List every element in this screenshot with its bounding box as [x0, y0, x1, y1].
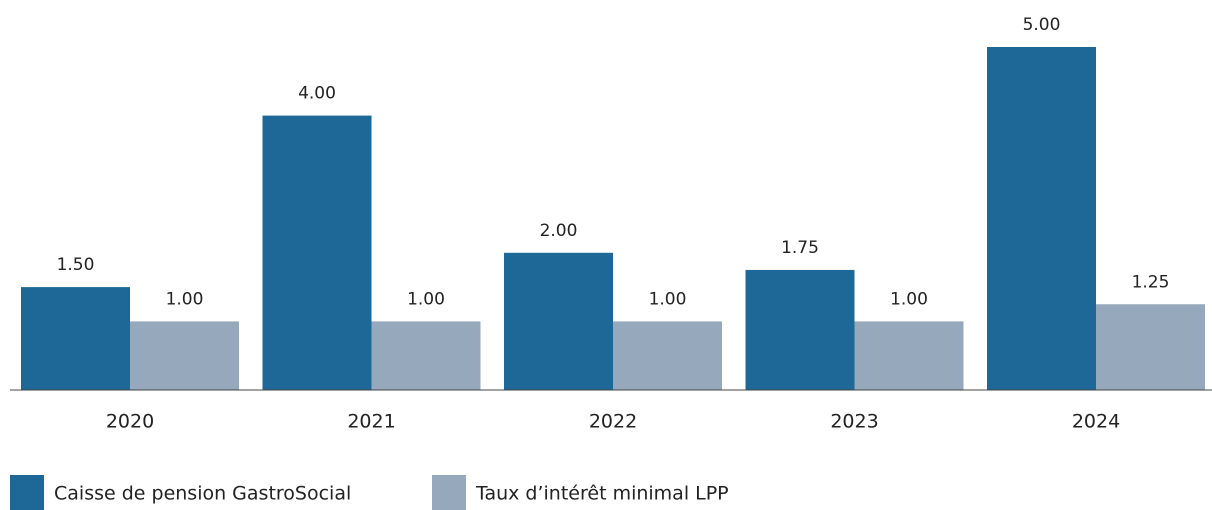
bar [371, 321, 481, 390]
legend-label: Caisse de pension GastroSocial [54, 483, 351, 505]
legend-label: Taux d’intérêt minimal LPP [475, 483, 729, 505]
data-label: 2.00 [540, 221, 578, 241]
x-tick-label: 2021 [347, 411, 395, 433]
bar [745, 269, 855, 390]
bar [504, 252, 613, 390]
bar [21, 287, 130, 390]
data-label: 4.00 [298, 84, 336, 104]
data-label: 1.00 [890, 289, 928, 309]
data-label: 5.00 [1023, 15, 1061, 35]
data-label: 1.75 [781, 238, 819, 258]
x-tick-label: 2024 [1072, 411, 1120, 433]
bar [854, 321, 964, 390]
data-label: 1.25 [1132, 272, 1170, 292]
data-label: 1.50 [57, 255, 95, 275]
bar [613, 321, 722, 390]
bar [130, 321, 239, 390]
x-tick-label: 2020 [106, 411, 154, 433]
x-tick-label: 2023 [830, 411, 878, 433]
bar [262, 115, 372, 390]
bar [1096, 304, 1205, 390]
legend-swatch [10, 475, 44, 510]
data-label: 1.00 [649, 289, 687, 309]
data-label: 1.00 [407, 289, 445, 309]
legend-swatch [432, 475, 466, 510]
bar [987, 47, 1096, 390]
x-tick-label: 2022 [589, 411, 637, 433]
data-label: 1.00 [166, 289, 204, 309]
